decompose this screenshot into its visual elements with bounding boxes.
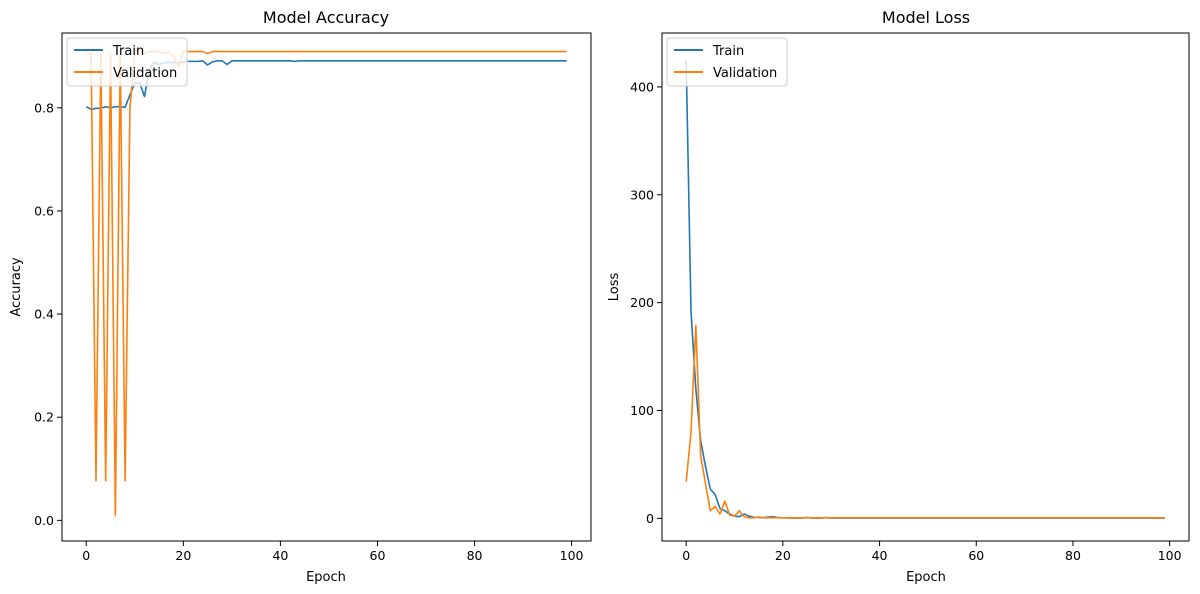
loss-chart: Model Loss 0 20 40 60 80 100 0 100 200 300 400 Ep… [607, 8, 1190, 585]
loss-series-validation-line [685, 324, 1165, 519]
accuracy-x-tick-label: 80 [467, 548, 483, 563]
accuracy-x-tick-label: 40 [272, 548, 288, 563]
accuracy-x-tick-label: 60 [370, 548, 386, 563]
loss-chart-title: Model Loss [882, 8, 970, 27]
loss-x-tick-label: 40 [872, 548, 888, 563]
loss-x-axis-label: Epoch [906, 570, 946, 585]
loss-series-train-line [685, 59, 1165, 519]
accuracy-x-tick-label: 20 [175, 548, 191, 563]
accuracy-x-axis: 0 20 40 60 80 100 [82, 541, 584, 563]
loss-y-axis-label: Loss [607, 273, 622, 302]
loss-x-tick-label: 60 [968, 548, 984, 563]
accuracy-y-tick-label: 0.4 [34, 307, 54, 322]
loss-legend-validation-label: Validation [713, 66, 777, 81]
accuracy-x-tick-label: 100 [560, 548, 584, 563]
loss-y-axis: 0 100 200 300 400 [630, 79, 662, 526]
accuracy-legend-validation-label: Validation [113, 66, 177, 81]
accuracy-y-axis: 0.0 0.2 0.4 0.6 0.8 [34, 100, 62, 528]
accuracy-y-axis-label: Accuracy [9, 257, 24, 317]
loss-legend-train-label: Train [712, 44, 744, 59]
accuracy-y-tick-label: 0.0 [34, 513, 54, 528]
accuracy-legend: Train Validation [66, 37, 188, 87]
loss-x-tick-label: 0 [682, 548, 690, 563]
loss-legend: Train Validation [666, 37, 788, 87]
accuracy-y-tick-label: 0.8 [34, 100, 54, 115]
loss-series-layer [685, 59, 1165, 519]
loss-y-tick-label: 100 [630, 403, 654, 418]
accuracy-series-layer [85, 50, 567, 517]
loss-x-tick-label: 20 [775, 548, 791, 563]
accuracy-x-tick-label: 0 [82, 548, 90, 563]
accuracy-chart: Model Accuracy 0 20 40 60 80 100 0.0 0.2 0.4 0.6… [9, 8, 592, 585]
accuracy-y-tick-label: 0.2 [34, 410, 54, 425]
loss-y-tick-label: 400 [630, 79, 654, 94]
loss-x-axis: 0 20 40 60 80 100 [682, 541, 1182, 563]
accuracy-y-tick-label: 0.6 [34, 203, 54, 218]
accuracy-series-validation-line [86, 50, 567, 517]
accuracy-chart-title: Model Accuracy [263, 8, 389, 27]
accuracy-x-axis-label: Epoch [306, 570, 346, 585]
accuracy-plot-frame [61, 32, 592, 542]
loss-x-tick-label: 100 [1158, 548, 1182, 563]
loss-plot-frame [661, 32, 1190, 542]
loss-x-tick-label: 80 [1065, 548, 1081, 563]
loss-y-tick-label: 0 [646, 511, 654, 526]
loss-y-tick-label: 300 [630, 187, 654, 202]
accuracy-legend-train-label: Train [112, 44, 144, 59]
loss-y-tick-label: 200 [630, 295, 654, 310]
